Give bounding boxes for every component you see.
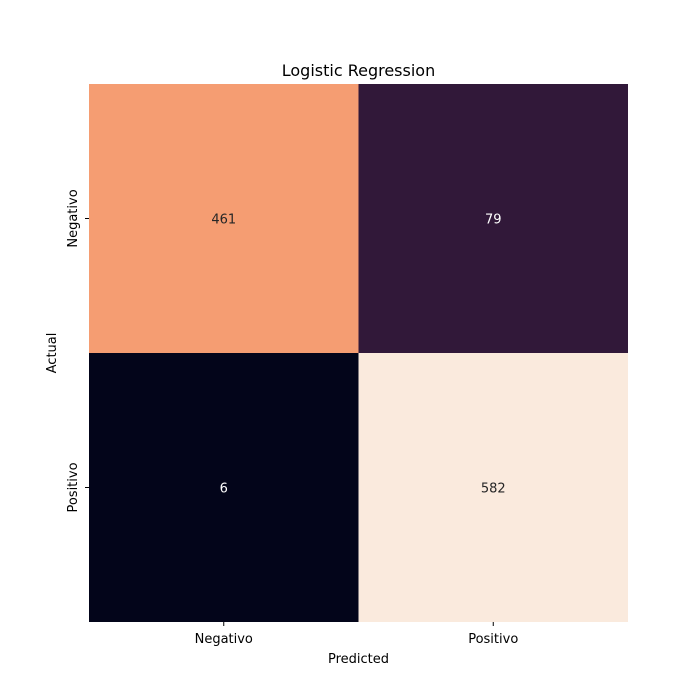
cell-value-label: 79 xyxy=(485,213,502,228)
x-ticks: Negativo Positivo xyxy=(195,622,518,647)
y-tick-label: Negativo xyxy=(66,189,81,247)
x-tick-label: Positivo xyxy=(468,632,518,647)
y-ticks: Negativo Positivo xyxy=(66,189,89,513)
heatmap-cell-negativo-positivo xyxy=(358,84,628,353)
cell-value-label: 6 xyxy=(220,482,228,497)
y-axis-label: Actual xyxy=(45,333,60,374)
heatmap-cell-negativo-negativo xyxy=(89,84,359,353)
x-tick-label: Negativo xyxy=(195,632,253,647)
chart-title: Logistic Regression xyxy=(282,61,435,80)
heatmap-cell-positivo-negativo xyxy=(89,353,359,622)
heatmap-cell-positivo-positivo xyxy=(358,353,628,622)
heatmap-cells: 461 79 6 582 xyxy=(89,84,628,622)
x-axis-label: Predicted xyxy=(328,652,389,667)
y-tick-label: Positivo xyxy=(66,462,81,512)
cell-value-label: 461 xyxy=(211,213,236,228)
cell-value-label: 582 xyxy=(481,482,506,497)
